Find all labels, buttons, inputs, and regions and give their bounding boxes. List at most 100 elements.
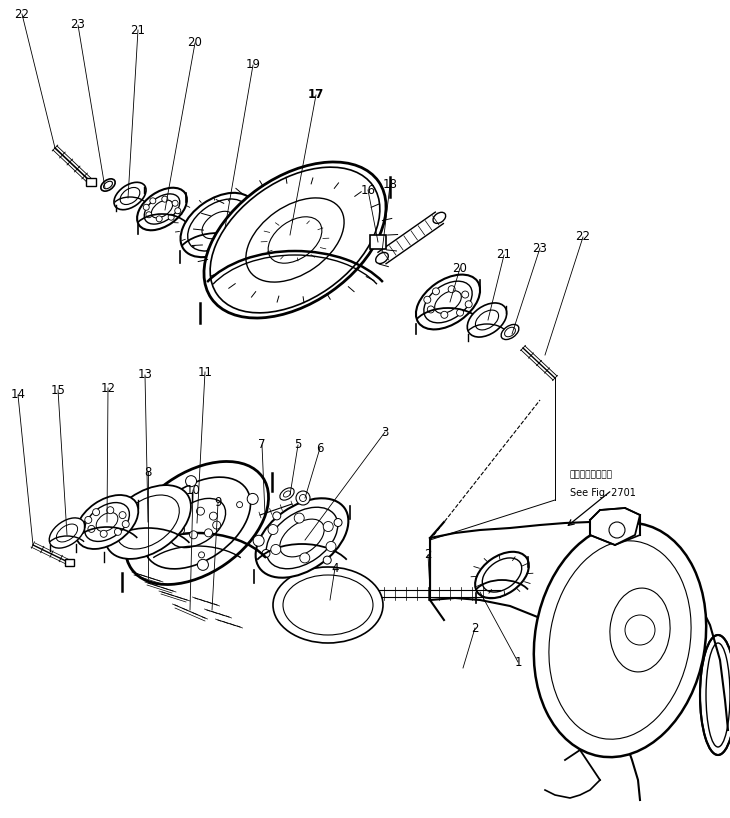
Text: 5: 5 (294, 438, 301, 452)
Text: 19: 19 (245, 59, 261, 71)
Circle shape (147, 506, 153, 512)
Text: 7: 7 (258, 438, 266, 452)
Polygon shape (590, 508, 640, 545)
Circle shape (461, 291, 469, 298)
Text: 23: 23 (533, 241, 548, 254)
Circle shape (323, 556, 331, 564)
Ellipse shape (180, 193, 256, 257)
Text: 21: 21 (131, 24, 145, 37)
Text: 6: 6 (316, 442, 323, 455)
Ellipse shape (501, 325, 519, 339)
Circle shape (143, 204, 149, 210)
Circle shape (300, 553, 310, 563)
Text: 1: 1 (514, 655, 522, 668)
Text: 4: 4 (331, 561, 339, 574)
Circle shape (212, 521, 220, 529)
Text: 14: 14 (10, 389, 26, 402)
Circle shape (88, 525, 95, 533)
Circle shape (456, 309, 464, 316)
Text: 22: 22 (15, 7, 29, 20)
Circle shape (296, 491, 310, 505)
Circle shape (323, 522, 333, 532)
Circle shape (253, 535, 264, 546)
Circle shape (146, 212, 152, 218)
Text: 22: 22 (575, 231, 591, 244)
Ellipse shape (204, 162, 386, 318)
Circle shape (115, 528, 121, 535)
Ellipse shape (105, 485, 191, 559)
Circle shape (190, 531, 198, 539)
Bar (86, 178, 96, 186)
Ellipse shape (76, 495, 138, 549)
Circle shape (247, 493, 258, 505)
Ellipse shape (416, 275, 480, 330)
Text: 20: 20 (453, 262, 467, 275)
Circle shape (273, 512, 281, 520)
Text: 9: 9 (214, 497, 222, 510)
Text: 15: 15 (50, 384, 66, 397)
Text: 20: 20 (188, 37, 202, 50)
Circle shape (441, 312, 447, 318)
Circle shape (237, 501, 242, 508)
Ellipse shape (101, 179, 115, 191)
Circle shape (448, 285, 455, 293)
Ellipse shape (126, 461, 269, 585)
Text: 18: 18 (383, 178, 397, 191)
Circle shape (130, 500, 141, 510)
Bar (65, 559, 74, 566)
Circle shape (432, 288, 439, 294)
Circle shape (168, 214, 174, 220)
Circle shape (326, 542, 336, 551)
Bar (370, 235, 386, 249)
Text: 16: 16 (361, 183, 375, 196)
Text: 2: 2 (472, 622, 479, 635)
Text: 8: 8 (145, 465, 152, 479)
Circle shape (427, 306, 434, 313)
Circle shape (299, 495, 307, 501)
Circle shape (172, 200, 178, 206)
Text: 11: 11 (198, 366, 212, 379)
Ellipse shape (114, 182, 146, 209)
Circle shape (197, 560, 209, 570)
Circle shape (93, 509, 99, 515)
Text: 17: 17 (308, 88, 324, 101)
Text: 第２７０１図参照: 第２７０１図参照 (570, 470, 613, 479)
Text: 21: 21 (496, 249, 512, 262)
Ellipse shape (137, 188, 187, 230)
Ellipse shape (376, 253, 388, 263)
Ellipse shape (273, 567, 383, 643)
Ellipse shape (255, 498, 348, 578)
Ellipse shape (49, 518, 85, 548)
Circle shape (199, 552, 204, 558)
Circle shape (100, 530, 107, 537)
Circle shape (119, 511, 126, 519)
Text: 3: 3 (381, 425, 388, 438)
Circle shape (177, 526, 185, 534)
Text: 13: 13 (137, 368, 153, 381)
Circle shape (156, 216, 162, 222)
Circle shape (271, 545, 281, 555)
Circle shape (268, 524, 278, 534)
Ellipse shape (534, 523, 706, 757)
Circle shape (294, 513, 304, 523)
Ellipse shape (467, 303, 507, 337)
Text: 23: 23 (71, 19, 85, 32)
Circle shape (424, 296, 431, 303)
Circle shape (210, 512, 218, 520)
Circle shape (465, 301, 472, 308)
Ellipse shape (475, 552, 529, 598)
Circle shape (185, 475, 196, 487)
Circle shape (107, 506, 114, 514)
Circle shape (150, 198, 155, 204)
Circle shape (204, 528, 212, 537)
Circle shape (334, 519, 342, 527)
Text: 12: 12 (101, 381, 115, 394)
Circle shape (173, 517, 181, 525)
Text: 10: 10 (185, 483, 201, 497)
Text: See Fig. 2701: See Fig. 2701 (570, 488, 636, 498)
Circle shape (136, 542, 147, 553)
Circle shape (174, 208, 181, 213)
Circle shape (262, 550, 270, 558)
Circle shape (182, 509, 190, 517)
Circle shape (162, 196, 168, 202)
